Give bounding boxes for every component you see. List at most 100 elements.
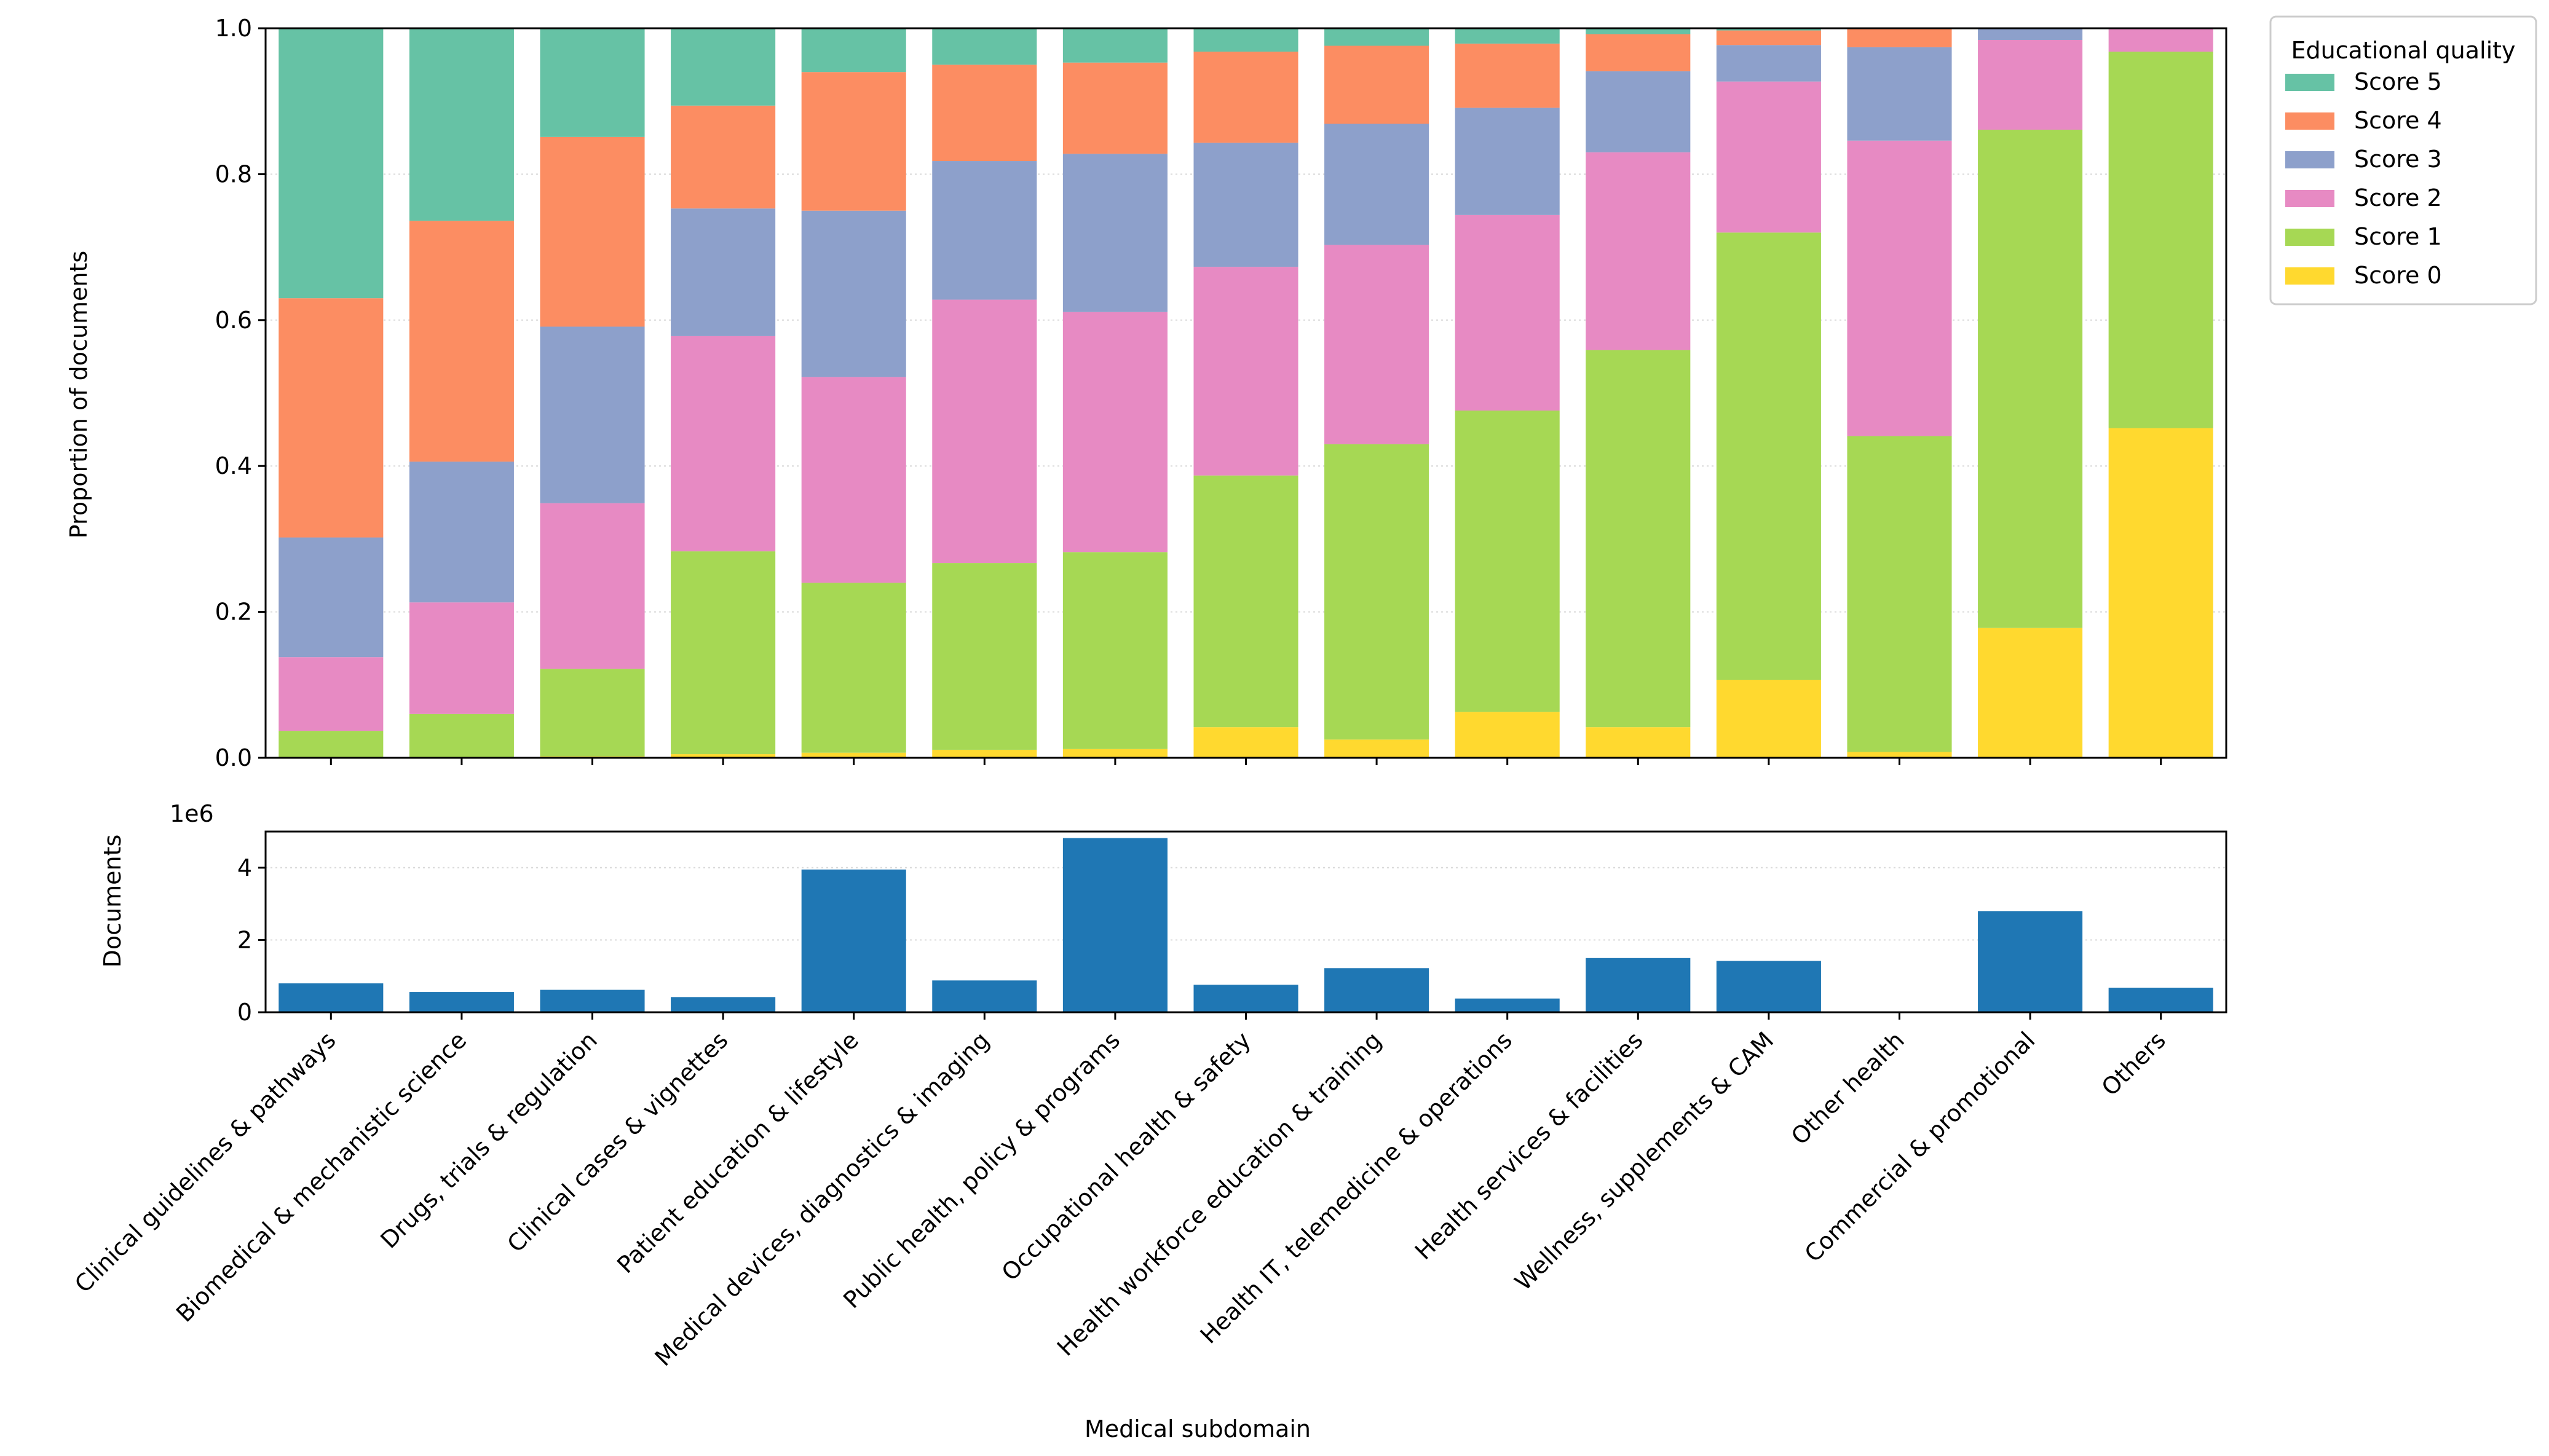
proportion-stacked-bars: [279, 28, 2213, 758]
stacked-bar-segment: [1062, 552, 1168, 749]
stacked-bar-segment: [540, 136, 645, 327]
stacked-bar-segment: [1062, 154, 1168, 312]
stacked-bar-segment: [540, 28, 645, 137]
stacked-bar-segment: [1586, 152, 1691, 350]
documents-bar: [932, 980, 1037, 1012]
legend-entry-label: Score 2: [2354, 184, 2442, 211]
documents-bar: [1586, 958, 1691, 1012]
proportion-y-tick-label: 0.8: [215, 160, 252, 187]
proportion-x-ticks: [330, 758, 2162, 765]
proportion-y-tick-label: 0.0: [215, 744, 252, 771]
stacked-bar-segment: [279, 731, 384, 758]
stacked-bar-segment: [671, 105, 776, 209]
documents-bars: [279, 838, 2213, 1012]
stacked-bar-segment: [2108, 428, 2213, 758]
proportion-y-tick-label: 0.4: [215, 452, 252, 479]
stacked-bar-segment: [1193, 143, 1298, 267]
documents-bar: [1978, 911, 2083, 1012]
stacked-bar-segment: [1978, 29, 2083, 40]
stacked-bar-segment: [1324, 45, 1429, 124]
stacked-bar-segment: [932, 563, 1037, 750]
stacked-bar-segment: [1193, 727, 1298, 758]
stacked-bar-segment: [801, 583, 906, 753]
proportion-y-tick-label: 0.2: [215, 599, 252, 626]
stacked-bar-segment: [671, 28, 776, 106]
documents-y-tick-label: 2: [237, 926, 252, 953]
documents-bar: [801, 869, 906, 1012]
documents-bar: [1062, 838, 1168, 1012]
stacked-bar-segment: [2108, 51, 2213, 428]
stacked-bar-segment: [932, 65, 1037, 162]
stacked-bar-segment: [279, 28, 384, 299]
stacked-bar-segment: [1716, 232, 1821, 680]
stacked-bar-segment: [1716, 45, 1821, 82]
stacked-bar-segment: [1062, 28, 1168, 63]
stacked-bar-segment: [279, 537, 384, 658]
stacked-bar-segment: [1716, 679, 1821, 758]
stacked-bar-segment: [932, 161, 1037, 300]
stacked-bar-segment: [671, 551, 776, 755]
legend: Educational quality Score 5 Score 4 Score …: [2269, 15, 2537, 305]
documents-y-axis-label: Documents: [99, 835, 126, 968]
stacked-bar-segment: [1193, 28, 1298, 52]
stacked-bar-segment: [1586, 350, 1691, 728]
stacked-bar-segment: [801, 752, 906, 758]
legend-entry-label: Score 4: [2354, 107, 2442, 134]
documents-bar: [409, 992, 514, 1012]
documents-bar: [279, 983, 384, 1012]
legend-swatch: [2285, 112, 2334, 130]
legend-entry-label: Score 1: [2354, 223, 2442, 250]
stacked-bar-segment: [671, 336, 776, 552]
documents-bar: [1324, 968, 1429, 1012]
stacked-bar-segment: [1193, 475, 1298, 728]
legend-entry-label: Score 0: [2354, 262, 2442, 289]
legend-box: [2269, 15, 2537, 305]
stacked-bar-segment: [801, 210, 906, 377]
stacked-bar-segment: [1324, 124, 1429, 245]
stacked-bar-segment: [2108, 29, 2213, 52]
legend-swatch: [2285, 74, 2334, 91]
stacked-bar-segment: [409, 28, 514, 221]
legend-entry-label: Score 5: [2354, 68, 2442, 95]
documents-bar: [1455, 998, 1560, 1012]
stacked-bar-segment: [409, 221, 514, 462]
proportion-panel: 0.0 0.2 0.4 0.6 0.8 1.0 Proportion of documen…: [65, 15, 2227, 771]
stacked-bar-segment: [1455, 108, 1560, 215]
stacked-bar-segment: [671, 208, 776, 336]
stacked-bar-segment: [1586, 71, 1691, 152]
stacked-bar-segment: [1455, 410, 1560, 712]
legend-entry-label: Score 3: [2354, 146, 2442, 173]
stacked-bar-segment: [1062, 749, 1168, 758]
stacked-bar-segment: [540, 326, 645, 503]
proportion-y-tick-label: 0.6: [215, 307, 252, 334]
documents-y-tick-label: 0: [237, 999, 252, 1026]
legend-swatch: [2285, 229, 2334, 246]
legend-swatch: [2285, 267, 2334, 285]
stacked-bar-segment: [1716, 28, 1821, 31]
stacked-bar-segment: [1324, 28, 1429, 46]
stacked-bar-segment: [1716, 81, 1821, 233]
stacked-bar-segment: [279, 657, 384, 731]
stacked-bar-segment: [409, 462, 514, 603]
stacked-bar-segment: [540, 503, 645, 669]
stacked-bar-segment: [279, 298, 384, 538]
stacked-bar-segment: [1062, 62, 1168, 154]
documents-y-ticks: 0 2 4: [237, 854, 266, 1026]
proportion-y-axis-label: Proportion of documents: [65, 251, 92, 538]
stacked-bar-segment: [932, 28, 1037, 65]
documents-bar: [540, 990, 645, 1012]
documents-y-tick-label: 4: [237, 854, 252, 881]
stacked-bar-segment: [932, 299, 1037, 564]
legend-title: Educational quality: [2291, 37, 2515, 64]
documents-bar: [1716, 961, 1821, 1012]
documents-bar: [671, 997, 776, 1012]
stacked-bar-segment: [1062, 312, 1168, 553]
stacked-bar-segment: [1455, 214, 1560, 411]
stacked-bar-segment: [801, 72, 906, 211]
stacked-bar-segment: [671, 754, 776, 758]
stacked-bar-segment: [409, 714, 514, 758]
stacked-bar-segment: [1455, 712, 1560, 758]
stacked-bar-segment: [1716, 30, 1821, 45]
stacked-bar-segment: [409, 602, 514, 714]
